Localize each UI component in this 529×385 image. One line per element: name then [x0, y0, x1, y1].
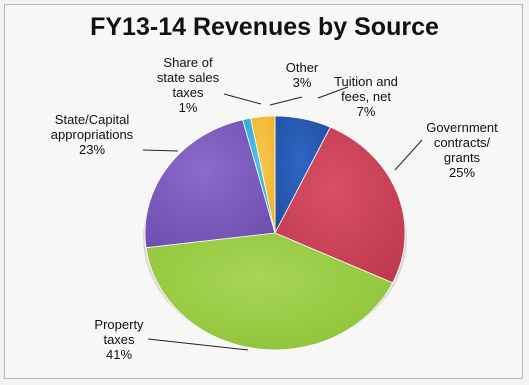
leader-line-0 [317, 86, 349, 99]
slice-labels: Tuition and fees, net 7% Government contract… [51, 55, 498, 362]
pie-slices [144, 115, 406, 351]
slice-label-line: 25% [449, 165, 475, 180]
slice-label-1: Government contracts/grants 25% [426, 120, 498, 180]
slice-label-line: grants [444, 150, 481, 165]
leader-line-5 [269, 96, 303, 106]
slice-label-line: State/Capital [55, 112, 130, 127]
slice-label-line: taxes [103, 332, 135, 347]
slice-label-0: Tuition and fees, net 7% [334, 74, 398, 119]
slice-label-4: Share of state sales taxes 1% [157, 55, 220, 115]
leader-line-1 [394, 139, 423, 171]
slice-label-line: appropriations [51, 127, 134, 142]
slice-label-line: Other [286, 60, 319, 75]
pie-slice-3 [144, 119, 276, 249]
slice-label-line: Share of [163, 55, 213, 70]
slice-label-line: state sales [157, 70, 220, 85]
leader-line-2 [147, 338, 249, 351]
slice-label-2: Property taxes 41% [94, 317, 144, 362]
slice-label-line: taxes [172, 85, 204, 100]
leader-lines [142, 86, 423, 351]
slice-label-line: contracts/ [434, 135, 491, 150]
leader-line-3 [142, 149, 179, 152]
pie-slice-5 [250, 115, 276, 234]
slice-label-line: 23% [79, 142, 105, 157]
pie-slice-1 [274, 126, 406, 284]
slice-label-line: fees, net [341, 89, 391, 104]
leader-line-4 [223, 93, 262, 105]
slice-label-line: 41% [106, 347, 132, 362]
slice-label-line: Tuition and [334, 74, 398, 89]
slice-label-line: 7% [357, 104, 376, 119]
slice-label-5: Other 3% [286, 60, 319, 90]
slice-label-line: 1% [179, 100, 198, 115]
slice-label-line: Government [426, 120, 498, 135]
slice-label-line: Property [94, 317, 144, 332]
chart-title: FY13-14 Revenues by Source [90, 13, 439, 41]
pie-slice-2 [145, 232, 394, 351]
slice-label-3: State/Capital appropriations 23% [51, 112, 134, 157]
slice-label-line: 3% [293, 75, 312, 90]
